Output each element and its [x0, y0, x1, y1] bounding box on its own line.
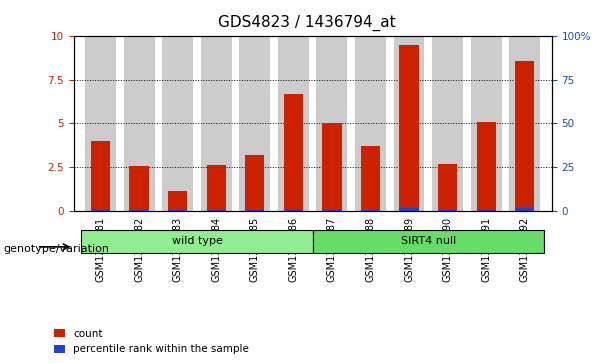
Bar — [476, 209, 496, 211]
FancyBboxPatch shape — [82, 230, 313, 253]
Bar — [207, 210, 226, 211]
Bar — [400, 208, 419, 211]
Text: GDS4823 / 1436794_at: GDS4823 / 1436794_at — [218, 15, 395, 31]
Bar — [124, 36, 154, 211]
Bar — [361, 146, 380, 211]
Bar — [361, 209, 380, 211]
Bar — [284, 94, 303, 211]
Bar — [201, 36, 232, 211]
Bar — [316, 36, 348, 211]
Bar — [476, 122, 496, 211]
Bar — [394, 36, 424, 211]
Bar — [515, 208, 535, 211]
Bar — [278, 36, 309, 211]
Bar — [245, 209, 264, 211]
Bar — [432, 36, 463, 211]
Bar — [168, 191, 188, 211]
Text: genotype/variation: genotype/variation — [3, 244, 109, 254]
FancyBboxPatch shape — [313, 230, 544, 253]
Bar — [129, 210, 149, 211]
Bar — [245, 155, 264, 211]
Bar — [322, 123, 341, 211]
Text: SIRT4 null: SIRT4 null — [401, 236, 456, 246]
Bar — [509, 36, 540, 211]
Bar — [322, 209, 341, 211]
Bar — [400, 45, 419, 211]
Bar — [129, 166, 149, 211]
Legend: count, percentile rank within the sample: count, percentile rank within the sample — [54, 329, 249, 354]
Bar — [85, 36, 116, 211]
Text: wild type: wild type — [172, 236, 223, 246]
Bar — [438, 210, 457, 211]
Bar — [239, 36, 270, 211]
Bar — [355, 36, 386, 211]
Bar — [438, 164, 457, 211]
Bar — [91, 209, 110, 211]
Bar — [284, 209, 303, 211]
Bar — [471, 36, 501, 211]
Bar — [162, 36, 193, 211]
Bar — [91, 141, 110, 211]
Bar — [515, 61, 535, 211]
Bar — [207, 165, 226, 211]
